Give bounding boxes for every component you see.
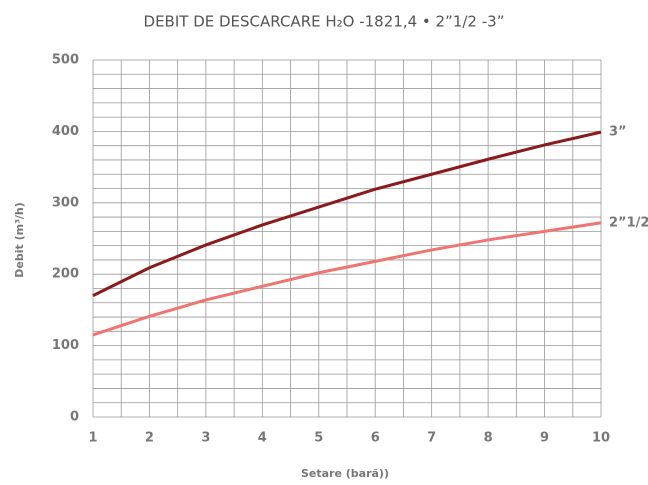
y-tick-label: 300: [52, 195, 79, 210]
y-axis-label: Debit (m³/h): [13, 202, 26, 278]
x-tick-label: 8: [484, 431, 493, 446]
x-tick-label: 4: [258, 431, 267, 446]
x-tick-label: 9: [540, 431, 549, 446]
series-label: 2”1/2: [609, 215, 648, 230]
x-axis-label: Setare (bară)): [301, 467, 389, 480]
y-tick-label: 200: [52, 267, 79, 282]
series-line: [92, 221, 602, 337]
x-tick-label: 6: [371, 431, 380, 446]
y-tick-label: 400: [52, 124, 79, 139]
x-tick-label: 10: [592, 431, 610, 446]
y-tick-label: 100: [52, 338, 79, 353]
y-tick-label: 0: [70, 410, 79, 425]
series-label: 3”: [609, 125, 627, 140]
series-line: [92, 130, 602, 297]
x-tick-label: 7: [427, 431, 436, 446]
y-tick-label: 500: [52, 53, 79, 68]
x-tick-label: 2: [145, 431, 154, 446]
x-tick-label: 3: [201, 431, 210, 446]
x-tick-label: 5: [314, 431, 323, 446]
x-tick-label: 1: [88, 431, 97, 446]
chart-title: DEBIT DE DESCARCARE H₂O -1821,4 • 2”1/2 …: [144, 13, 505, 31]
